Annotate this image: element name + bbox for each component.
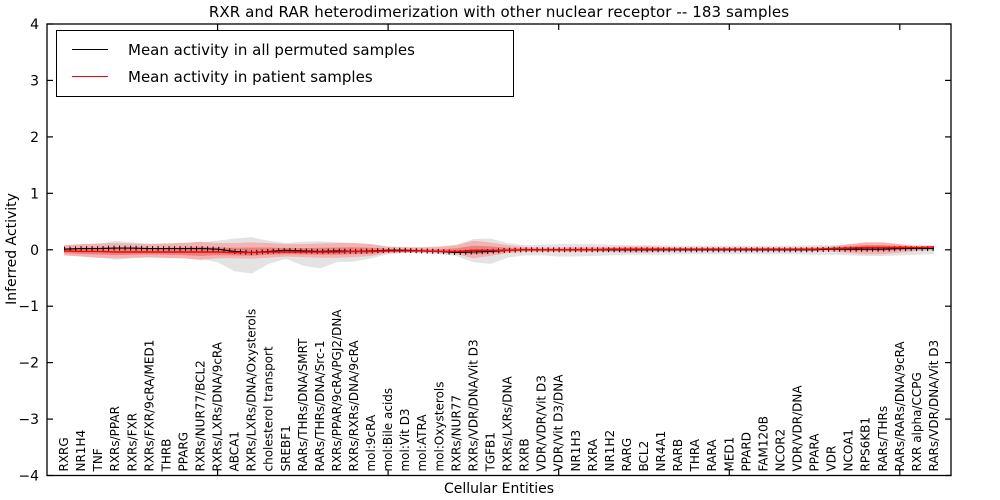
patient-mean-line	[64, 246, 934, 254]
category-label: RXRB	[518, 438, 532, 471]
y-tick-label: 0	[30, 243, 39, 259]
category-label: RXR alpha/CCPG	[910, 372, 924, 471]
category-label: RXRs/NUR77/BCL2	[194, 360, 208, 471]
category-label: BCL2	[637, 441, 651, 472]
category-label: RXRs/NUR77	[449, 395, 463, 472]
category-label: VDR/VDR/DNA	[791, 385, 805, 472]
category-label: NR1H3	[569, 430, 583, 472]
category-label: RARG	[620, 438, 634, 472]
category-label: FAM120B	[756, 416, 770, 472]
category-label: MED1	[722, 437, 736, 472]
legend-line-patient-icon	[72, 76, 108, 77]
category-label: TNF	[91, 448, 105, 472]
category-label: RARs/RARs/DNA/9cRA	[893, 341, 907, 472]
category-label: RARs/THRs/DNA/Src-1	[313, 341, 327, 472]
category-label: mol:Oxysterols	[432, 382, 446, 472]
category-label: RXRG	[57, 437, 71, 471]
category-label: cholesterol transport	[262, 346, 276, 472]
legend-item-patient: Mean activity in patient samples	[57, 63, 513, 90]
category-label: NCOR2	[773, 429, 787, 472]
category-label: VDR/Vit D3/DNA	[552, 374, 566, 472]
category-label: THRB	[159, 439, 173, 473]
legend-line-permuted-icon	[72, 49, 108, 50]
category-label: RXRs/LXRs/DNA/Oxysterols	[245, 309, 259, 472]
category-label: RARs/THRs/DNA/SMRT	[296, 338, 310, 472]
category-label: RARs/THRs	[876, 406, 890, 472]
y-tick-label: 4	[30, 17, 39, 33]
category-label: RXRs/VDR/DNA/Vit D3	[466, 339, 480, 471]
category-label: NR1H4	[74, 430, 88, 472]
legend-label-patient: Mean activity in patient samples	[128, 67, 373, 86]
category-label: RARB	[671, 439, 685, 472]
category-label: VDR/VDR/Vit D3	[535, 375, 549, 471]
category-label: NCOA1	[842, 429, 856, 471]
category-label: TGFB1	[484, 432, 498, 472]
category-label: NR4A1	[654, 431, 668, 472]
category-label: RXRs/FXR	[125, 413, 139, 472]
category-label: RXRA	[586, 438, 600, 471]
category-label: NR1H2	[603, 430, 617, 472]
y-tick-label: −3	[18, 412, 39, 428]
legend: Mean activity in all permuted samples Me…	[56, 30, 514, 97]
category-label: ABCA1	[228, 431, 242, 471]
y-tick-label: 1	[30, 186, 39, 202]
category-label: RXRs/LXRs/DNA	[501, 376, 515, 472]
category-label: RXRs/PPAR	[108, 406, 122, 471]
category-label: RXRs/RXRs/DNA/9cRA	[347, 340, 361, 472]
category-label: RXRs/LXRs/DNA/9cRA	[211, 341, 225, 471]
x-axis-label: Cellular Entities	[443, 481, 555, 497]
legend-label-permuted: Mean activity in all permuted samples	[128, 40, 415, 59]
y-tick-label: −2	[18, 356, 39, 372]
category-label: mol:Vit D3	[398, 408, 412, 471]
category-label: RARs/VDR/DNA/Vit D3	[927, 340, 941, 472]
y-tick-label: −4	[18, 469, 39, 485]
category-label: VDR	[825, 446, 839, 472]
category-label: mol:ATRA	[415, 414, 429, 472]
category-label: PPARD	[739, 432, 753, 472]
legend-item-permuted: Mean activity in all permuted samples	[57, 36, 513, 63]
category-label: PPARG	[177, 432, 191, 472]
category-label: RARA	[705, 439, 719, 472]
y-tick-label: −1	[18, 299, 39, 315]
category-label: RXRs/PPAR/9cRA/PGJ2/DNA	[330, 309, 344, 472]
category-label: RXRs/FXR/9cRA/MED1	[142, 340, 156, 472]
category-label: mol:Bile acids	[381, 388, 395, 472]
y-tick-label: 3	[30, 73, 39, 89]
y-tick-label: 2	[30, 130, 39, 146]
chart-title: RXR and RAR heterodimerization with othe…	[208, 3, 790, 21]
category-label: RPS6KB1	[859, 417, 873, 472]
category-label: PPARA	[808, 433, 822, 472]
category-label: THRA	[688, 438, 702, 472]
category-label: mol:9cRA	[364, 414, 378, 471]
category-label: SREBF1	[279, 425, 293, 471]
y-axis-label: Inferred Activity	[4, 193, 20, 305]
